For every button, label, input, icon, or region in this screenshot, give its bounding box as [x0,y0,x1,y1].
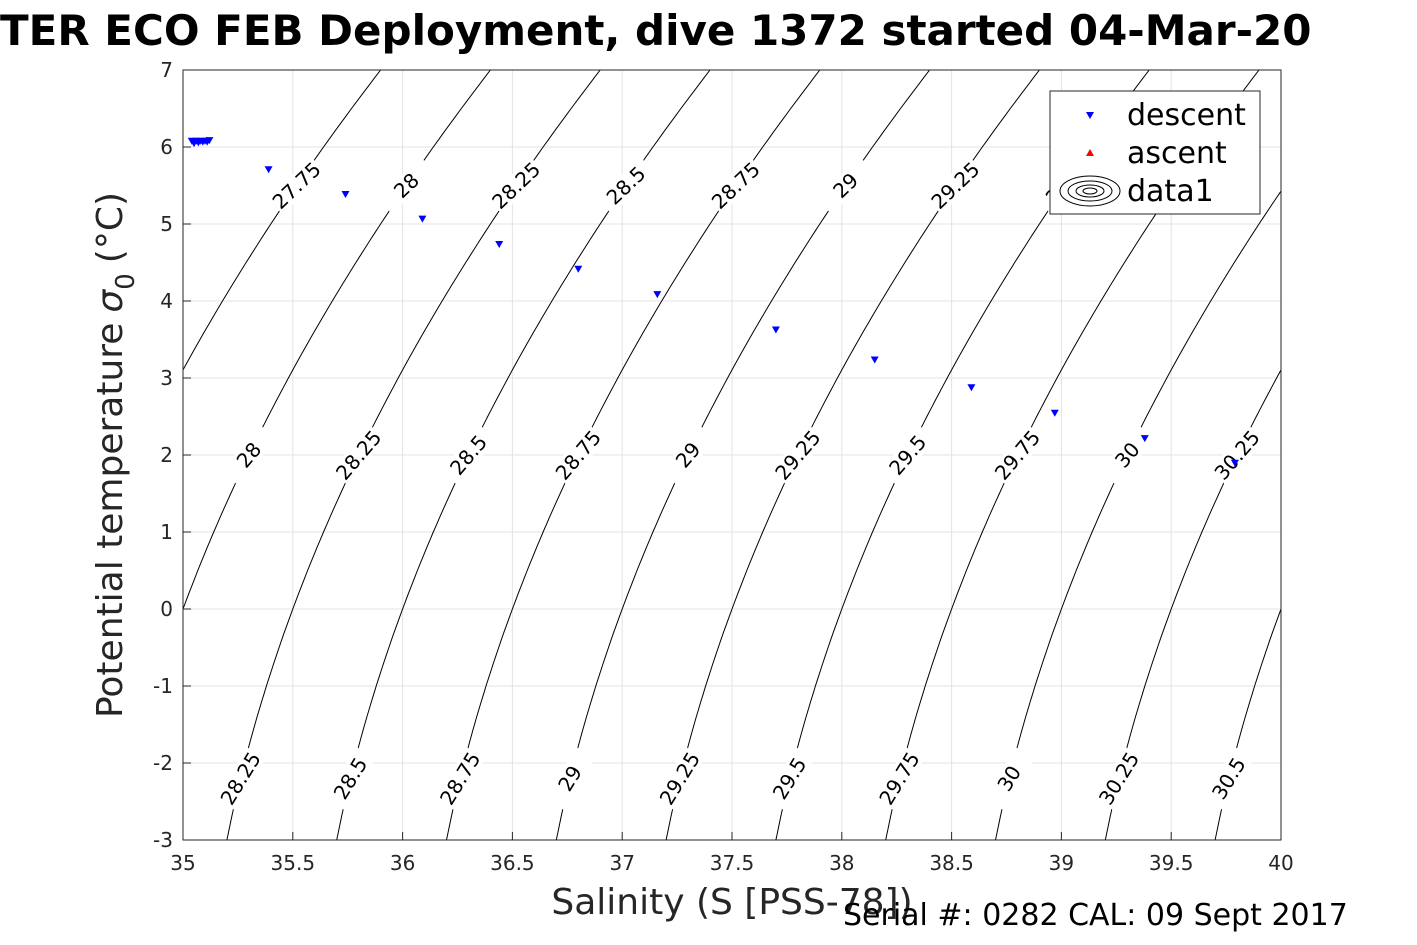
legend-label: descent [1127,98,1246,133]
y-tick-label: 4 [160,289,173,313]
legend-contour-marker [1059,175,1121,207]
x-tick-label: 39 [1049,851,1074,875]
y-tick-label: -3 [153,828,173,852]
contour-label-gap [544,747,596,810]
contour-label-gap [267,156,326,215]
descent-point [1050,409,1059,417]
descent-point [1140,435,1149,443]
legend-contour-marker [1082,187,1098,195]
y-ticks: -3 -2 -1 0 1 2 3 4 5 6 7 [153,58,191,852]
x-tick-label: 36 [390,851,415,875]
contour-label-gap [221,425,277,485]
y-tick-label: 0 [160,597,173,621]
x-ticks: 35 35.5 36 36.5 37 37.5 38 38.5 39 39.5 40 [170,832,1294,875]
descent-point [967,384,976,392]
contour-label-gap [215,747,266,810]
contour-label-gap [1093,747,1145,810]
contour-label-gap [874,747,925,810]
descent-point [574,265,583,273]
contour-label-gap [486,156,546,215]
y-tick-label: 2 [160,443,173,467]
legend-contour-marker [1075,184,1105,198]
contour-label-gap [926,156,985,215]
contour-label-gap [1203,747,1254,810]
y-tick-label: 7 [160,58,173,82]
descent-point [771,326,780,334]
y-tick-label: -1 [153,674,173,698]
descent-point [870,356,879,364]
y-axis-label-sub: 0 [111,273,141,290]
legend-contour-marker [1067,180,1113,202]
y-tick-label: 5 [160,212,173,236]
y-axis-label: Potential temperature σ0 (°C) [90,192,141,718]
legend-descent-marker [1086,112,1094,119]
contour-label-gap [550,425,607,485]
contour-label-gap [984,747,1035,810]
descent-point [1230,459,1239,467]
contour-label-gap [596,156,656,215]
descent-point [341,191,350,198]
descent-point [418,215,427,223]
contour-label-gap [654,747,705,810]
legend-label: data1 [1127,174,1214,209]
contour-label-gap [377,156,436,215]
y-tick-label: 3 [160,366,173,390]
descent-point [264,166,273,174]
y-tick-label: 6 [160,135,173,159]
contour-label-gap [440,425,497,485]
descent-points [187,137,1239,467]
y-axis-label-main: Potential temperature [90,323,131,718]
contour-label-gap [764,747,815,810]
density-contour [1214,607,1281,840]
y-axis-label-unit: (°C) [90,192,131,263]
descent-point [653,291,662,299]
chart-title: TER ECO FEB Deployment, dive 1372 starte… [0,6,1312,55]
contour-label-gap [660,425,716,485]
contour-label-gap [435,747,486,810]
descent-point [205,137,214,145]
contour-label-gap [330,425,387,485]
x-tick-label: 35.5 [271,851,316,875]
contour-label-gap [816,156,875,215]
x-tick-label: 40 [1268,851,1293,875]
contour-label-gap [706,156,766,215]
y-tick-label: -2 [153,751,173,775]
density-contour [1318,32,1417,879]
x-tick-label: 37 [609,851,634,875]
contour-label-gap [770,425,826,485]
contour-label-gap [1209,425,1265,485]
x-tick-label: 39.5 [1149,851,1194,875]
x-tick-label: 38 [829,851,854,875]
x-axis-label: Salinity (S [PSS-78]) [551,882,912,923]
footer-note: Serial #: 0282 CAL: 09 Sept 2017 [843,898,1348,933]
legend-ascent-marker [1086,149,1094,156]
x-tick-label: 37.5 [710,851,755,875]
contour-label-gap [989,425,1046,485]
contour-label-gap [1099,425,1156,485]
x-tick-label: 38.5 [929,851,974,875]
legend-label: ascent [1127,136,1227,171]
contour-label-gap [879,425,936,485]
contour-label-gap [325,747,376,810]
descent-point [495,241,504,248]
y-axis-label-symbol: σ [90,289,131,313]
y-tick-label: 1 [160,520,173,544]
x-tick-label: 36.5 [490,851,535,875]
x-tick-label: 35 [170,851,195,875]
